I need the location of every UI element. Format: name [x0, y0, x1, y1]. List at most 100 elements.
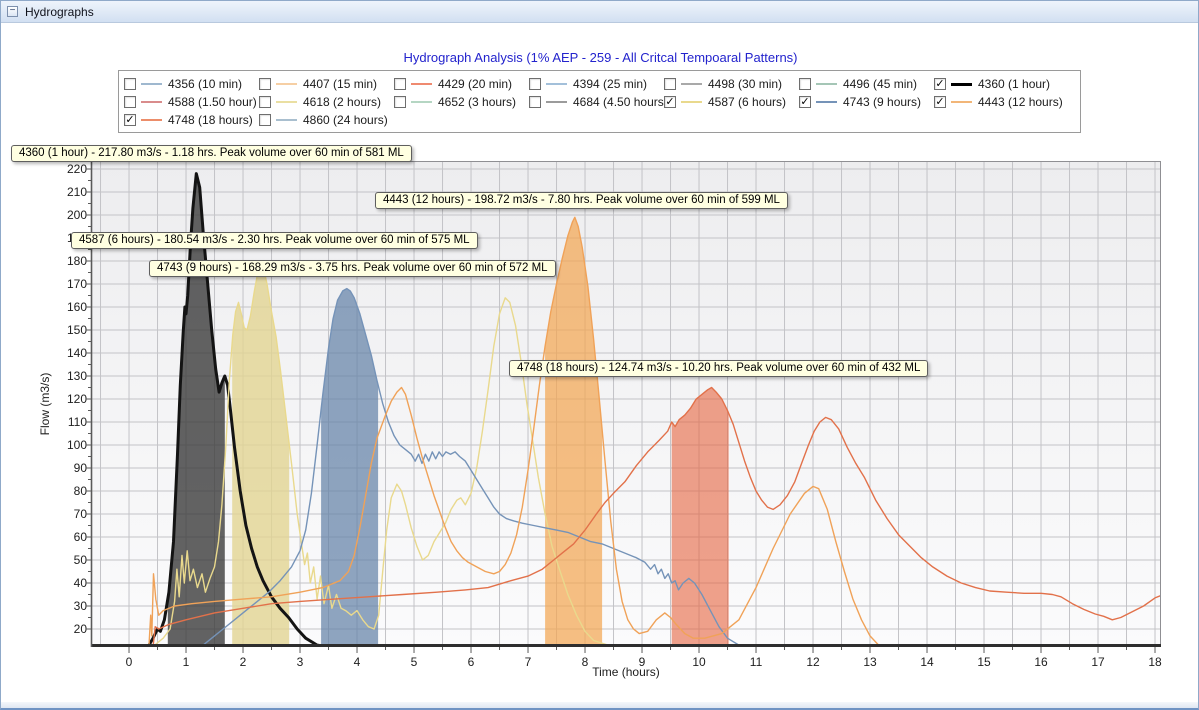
- y-tick-70: 70: [73, 506, 87, 521]
- legend-item-4429: 4429 (20 min): [394, 75, 529, 93]
- legend-line-swatch-4743: [816, 101, 837, 103]
- x-tick-11: 11: [749, 655, 763, 669]
- x-axis-title: Time (hours): [592, 665, 660, 679]
- legend-item-label: 4652 (3 hours): [438, 95, 517, 109]
- legend-checkbox-4652[interactable]: [394, 96, 406, 108]
- peak-annotation-4443[interactable]: 4443 (12 hours) - 198.72 m3/s - 7.80 hrs…: [375, 192, 788, 209]
- x-tick-9: 9: [638, 655, 646, 669]
- legend-item-label: 4443 (12 hours): [978, 95, 1063, 109]
- legend-line-swatch-4443: [951, 101, 972, 103]
- legend-item-4443: ✓ 4443 (12 hours): [934, 93, 1069, 111]
- x-tick-15: 15: [977, 655, 991, 669]
- legend-checkbox-4429[interactable]: [394, 78, 406, 90]
- y-tick-220: 220: [66, 162, 87, 176]
- peak-annotation-4587[interactable]: 4587 (6 hours) - 180.54 m3/s - 2.30 hrs.…: [71, 232, 478, 249]
- chart-title: Hydrograph Analysis (1% AEP - 259 - All …: [403, 50, 798, 65]
- legend-item-label: 4496 (45 min): [843, 77, 918, 91]
- plot-area[interactable]: [85, 161, 1161, 657]
- x-tick-18: 18: [1148, 655, 1162, 669]
- legend-item-label: 4618 (2 hours): [303, 95, 382, 109]
- y-tick-90: 90: [73, 460, 87, 475]
- series-line-4748[interactable]: [152, 386, 1161, 648]
- legend-checkbox-4360[interactable]: ✓: [934, 78, 946, 90]
- legend-checkbox-4860[interactable]: [259, 114, 271, 126]
- legend-checkbox-4684[interactable]: [529, 96, 541, 108]
- y-tick-50: 50: [73, 552, 87, 567]
- legend-item-4588: 4588 (1.50 hour): [124, 93, 259, 111]
- legend-line-swatch-4496: [816, 83, 837, 85]
- x-tick-12: 12: [806, 655, 820, 669]
- y-tick-120: 120: [66, 391, 87, 406]
- band-4443: [545, 217, 603, 646]
- series-line-4587[interactable]: [151, 260, 643, 647]
- legend-checkbox-4496[interactable]: [799, 78, 811, 90]
- legend-item-label: 4587 (6 hours): [708, 95, 787, 109]
- window-bottom-edge: [1, 702, 1198, 708]
- legend-checkbox-4588[interactable]: [124, 96, 136, 108]
- x-tick-4: 4: [353, 655, 361, 669]
- band-4748: [671, 387, 729, 645]
- collapse-icon[interactable]: −: [7, 6, 18, 17]
- x-tick-13: 13: [863, 655, 877, 669]
- series-line-4443[interactable]: [148, 216, 885, 647]
- legend-item-4407: 4407 (15 min): [259, 75, 394, 93]
- legend-item-label: 4498 (30 min): [708, 77, 783, 91]
- legend-line-swatch-4618: [276, 101, 297, 103]
- legend-line-swatch-4429: [411, 83, 432, 85]
- peak-annotation-4743[interactable]: 4743 (9 hours) - 168.29 m3/s - 3.75 hrs.…: [149, 260, 556, 277]
- y-tick-140: 140: [66, 345, 87, 360]
- legend-checkbox-4587[interactable]: ✓: [664, 96, 676, 108]
- legend-line-swatch-4356: [141, 83, 162, 85]
- legend-item-label: 4429 (20 min): [438, 77, 513, 91]
- legend-item-4394: 4394 (25 min): [529, 75, 664, 93]
- x-tick-14: 14: [920, 655, 934, 669]
- y-tick-200: 200: [66, 208, 87, 222]
- legend-item-label: 4588 (1.50 hour): [168, 95, 257, 109]
- peak-annotation-4360[interactable]: 4360 (1 hour) - 217.80 m3/s - 1.18 hrs. …: [11, 145, 412, 162]
- legend-checkbox-4748[interactable]: ✓: [124, 114, 136, 126]
- legend-line-swatch-4588: [141, 101, 162, 103]
- y-tick-110: 110: [67, 414, 87, 429]
- x-tick-10: 10: [692, 655, 706, 669]
- y-tick-20: 20: [73, 621, 87, 636]
- legend-line-swatch-4407: [276, 83, 297, 85]
- y-tick-180: 180: [66, 254, 87, 268]
- axis-ticks: [86, 168, 1156, 653]
- legend-item-label: 4860 (24 hours): [303, 113, 388, 127]
- y-tick-150: 150: [66, 322, 87, 337]
- peak-annotation-4748[interactable]: 4748 (18 hours) - 124.74 m3/s - 10.20 hr…: [509, 360, 929, 377]
- x-tick-2: 2: [239, 655, 247, 669]
- legend-item-label: 4360 (1 hour): [978, 77, 1051, 91]
- legend-line-swatch-4394: [546, 83, 567, 85]
- legend-checkbox-4356[interactable]: [124, 78, 136, 90]
- x-tick-1: 1: [182, 655, 190, 669]
- legend-checkbox-4394[interactable]: [529, 78, 541, 90]
- legend-line-swatch-4748: [141, 119, 162, 121]
- legend-line-swatch-4860: [276, 119, 297, 121]
- x-tick-16: 16: [1034, 655, 1048, 669]
- legend-checkbox-4498[interactable]: [664, 78, 676, 90]
- legend-item-label: 4684 (4.50 hours): [573, 95, 664, 109]
- legend-checkbox-4443[interactable]: ✓: [934, 96, 946, 108]
- legend-item-4587: ✓ 4587 (6 hours): [664, 93, 799, 111]
- legend-checkbox-4618[interactable]: [259, 96, 271, 108]
- window-titlebar: − Hydrographs: [1, 1, 1198, 23]
- legend-line-swatch-4652: [411, 101, 432, 103]
- y-tick-100: 100: [66, 437, 87, 452]
- legend-checkbox-4407[interactable]: [259, 78, 271, 90]
- legend-item-4356: 4356 (10 min): [124, 75, 259, 93]
- band-4587: [232, 261, 290, 645]
- legend-item-label: 4394 (25 min): [573, 77, 648, 91]
- y-tick-130: 130: [66, 368, 87, 383]
- legend-line-swatch-4498: [681, 83, 702, 85]
- series-line-4743[interactable]: [199, 287, 748, 648]
- y-tick-170: 170: [66, 277, 87, 291]
- legend-box: 4356 (10 min) 4407 (15 min) 4429 (20 min) 4…: [118, 70, 1081, 133]
- legend-item-4743: ✓ 4743 (9 hours): [799, 93, 934, 111]
- band-4360: [167, 173, 225, 645]
- legend-item-4684: 4684 (4.50 hours): [529, 93, 664, 111]
- legend-checkbox-4743[interactable]: ✓: [799, 96, 811, 108]
- legend-line-swatch-4684: [546, 101, 567, 103]
- legend-item-4860: 4860 (24 hours): [259, 111, 394, 129]
